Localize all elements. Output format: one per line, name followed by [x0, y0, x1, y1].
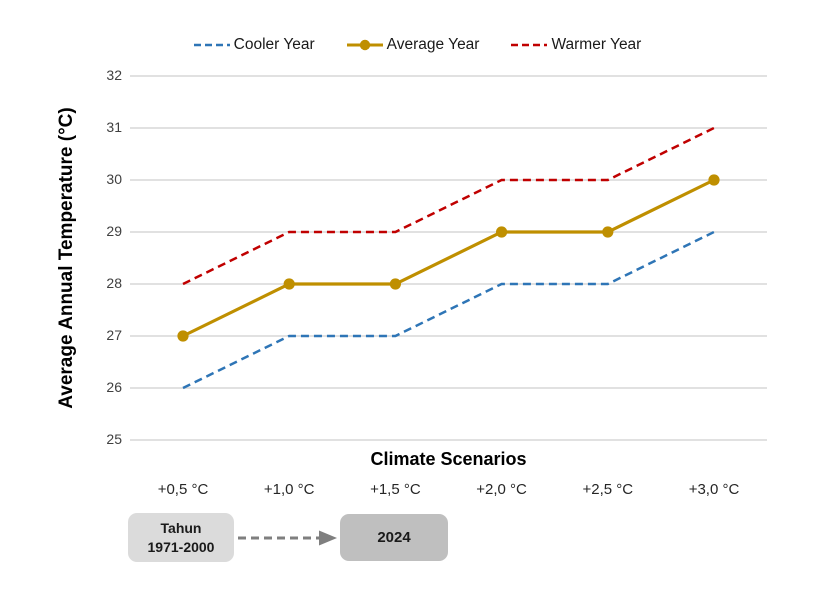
- y-tick-label: 26: [106, 379, 122, 395]
- y-axis-tick-labels: 25 26 27 28 29 30 31 32: [84, 67, 122, 447]
- series-line-cooler-year: [182, 230, 715, 390]
- y-tick-label: 29: [106, 223, 122, 239]
- legend-item-average-year: Average Year: [346, 36, 480, 54]
- y-tick-label: 28: [106, 275, 122, 291]
- legend-item-warmer-year: Warmer Year: [511, 36, 641, 54]
- data-point-marker: [496, 226, 508, 238]
- data-point-marker: [389, 278, 401, 290]
- series-line-average-year: [182, 178, 715, 338]
- y-tick-label: 30: [106, 171, 122, 187]
- data-point-marker: [602, 226, 614, 238]
- y-tick-label: 25: [106, 431, 122, 447]
- arrow-right-icon: [238, 530, 337, 546]
- x-category-label: +1,5 °C: [370, 481, 421, 498]
- baseline-period-line1: Tahun: [160, 520, 202, 537]
- legend-swatch-icon: [511, 43, 548, 47]
- chart-legend: Cooler Year Average Year Warmer Year: [0, 36, 835, 54]
- legend-label: Average Year: [386, 36, 480, 53]
- legend-label: Warmer Year: [551, 36, 642, 53]
- plot-area: [130, 75, 767, 441]
- y-tick-label: 31: [106, 119, 122, 135]
- baseline-period-line2: 1971-2000: [147, 538, 215, 555]
- target-year-box: 2024: [340, 514, 448, 561]
- series-line-warmer-year: [182, 126, 715, 286]
- data-point-marker: [708, 174, 720, 186]
- data-point-marker: [283, 278, 295, 290]
- legend-swatch-icon: [346, 39, 383, 51]
- x-category-label: +1,0 °C: [263, 481, 315, 498]
- legend-swatch-icon: [193, 43, 230, 47]
- x-category-label: +2,0 °C: [476, 481, 527, 498]
- x-axis-title: Climate Scenarios: [370, 449, 527, 469]
- legend-label: Cooler Year: [233, 36, 315, 53]
- x-category-label: +2,5 °C: [582, 481, 634, 498]
- x-category-label: +0,5 °C: [157, 481, 209, 498]
- baseline-period-box: Tahun 1971-2000: [128, 513, 234, 562]
- y-tick-label: 32: [106, 67, 122, 83]
- legend-item-cooler-year: Cooler Year: [193, 36, 315, 54]
- data-point-marker: [177, 330, 189, 342]
- y-tick-label: 27: [106, 327, 122, 343]
- x-category-label: +3,0 °C: [688, 481, 740, 498]
- x-axis-category-labels: +0,5 °C +1,0 °C +1,5 °C +2,0 °C +2,5 °C +3,0 …: [130, 481, 767, 503]
- y-axis-title: Average Annual Temperature (°C): [56, 107, 77, 409]
